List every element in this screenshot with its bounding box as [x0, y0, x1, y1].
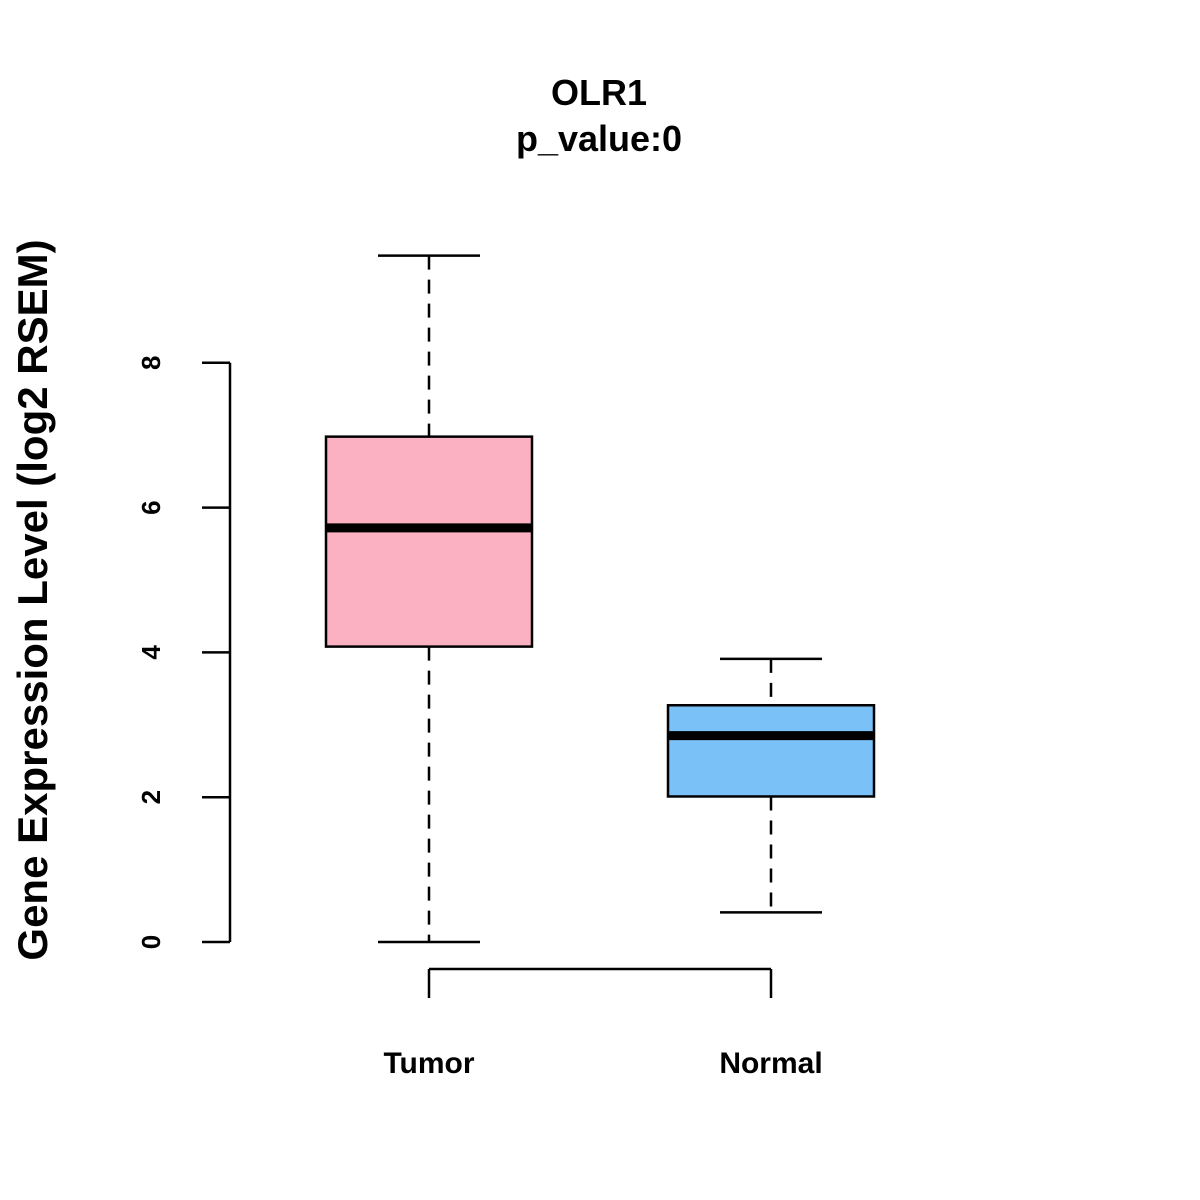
- chart-subtitle: p_value:0: [516, 118, 682, 159]
- y-tick-label: 0: [136, 935, 166, 949]
- box-normal: [666, 657, 876, 914]
- y-axis-label: Gene Expression Level (log2 RSEM): [9, 239, 56, 960]
- y-tick-label: 2: [136, 790, 166, 804]
- y-axis: 0 2 4 6 8: [136, 356, 232, 949]
- y-tick-label: 6: [136, 500, 166, 514]
- iqr-box: [324, 435, 534, 648]
- y-tick-label: 8: [136, 356, 166, 370]
- box-tumor: [324, 254, 534, 944]
- chart-title: OLR1: [551, 72, 647, 113]
- iqr-box: [666, 704, 876, 798]
- x-tick-label: Normal: [719, 1047, 822, 1080]
- x-tick-label: Tumor: [383, 1047, 474, 1080]
- y-tick-label: 4: [136, 645, 166, 660]
- x-axis: Tumor Normal: [383, 967, 823, 1080]
- boxes: [324, 254, 876, 944]
